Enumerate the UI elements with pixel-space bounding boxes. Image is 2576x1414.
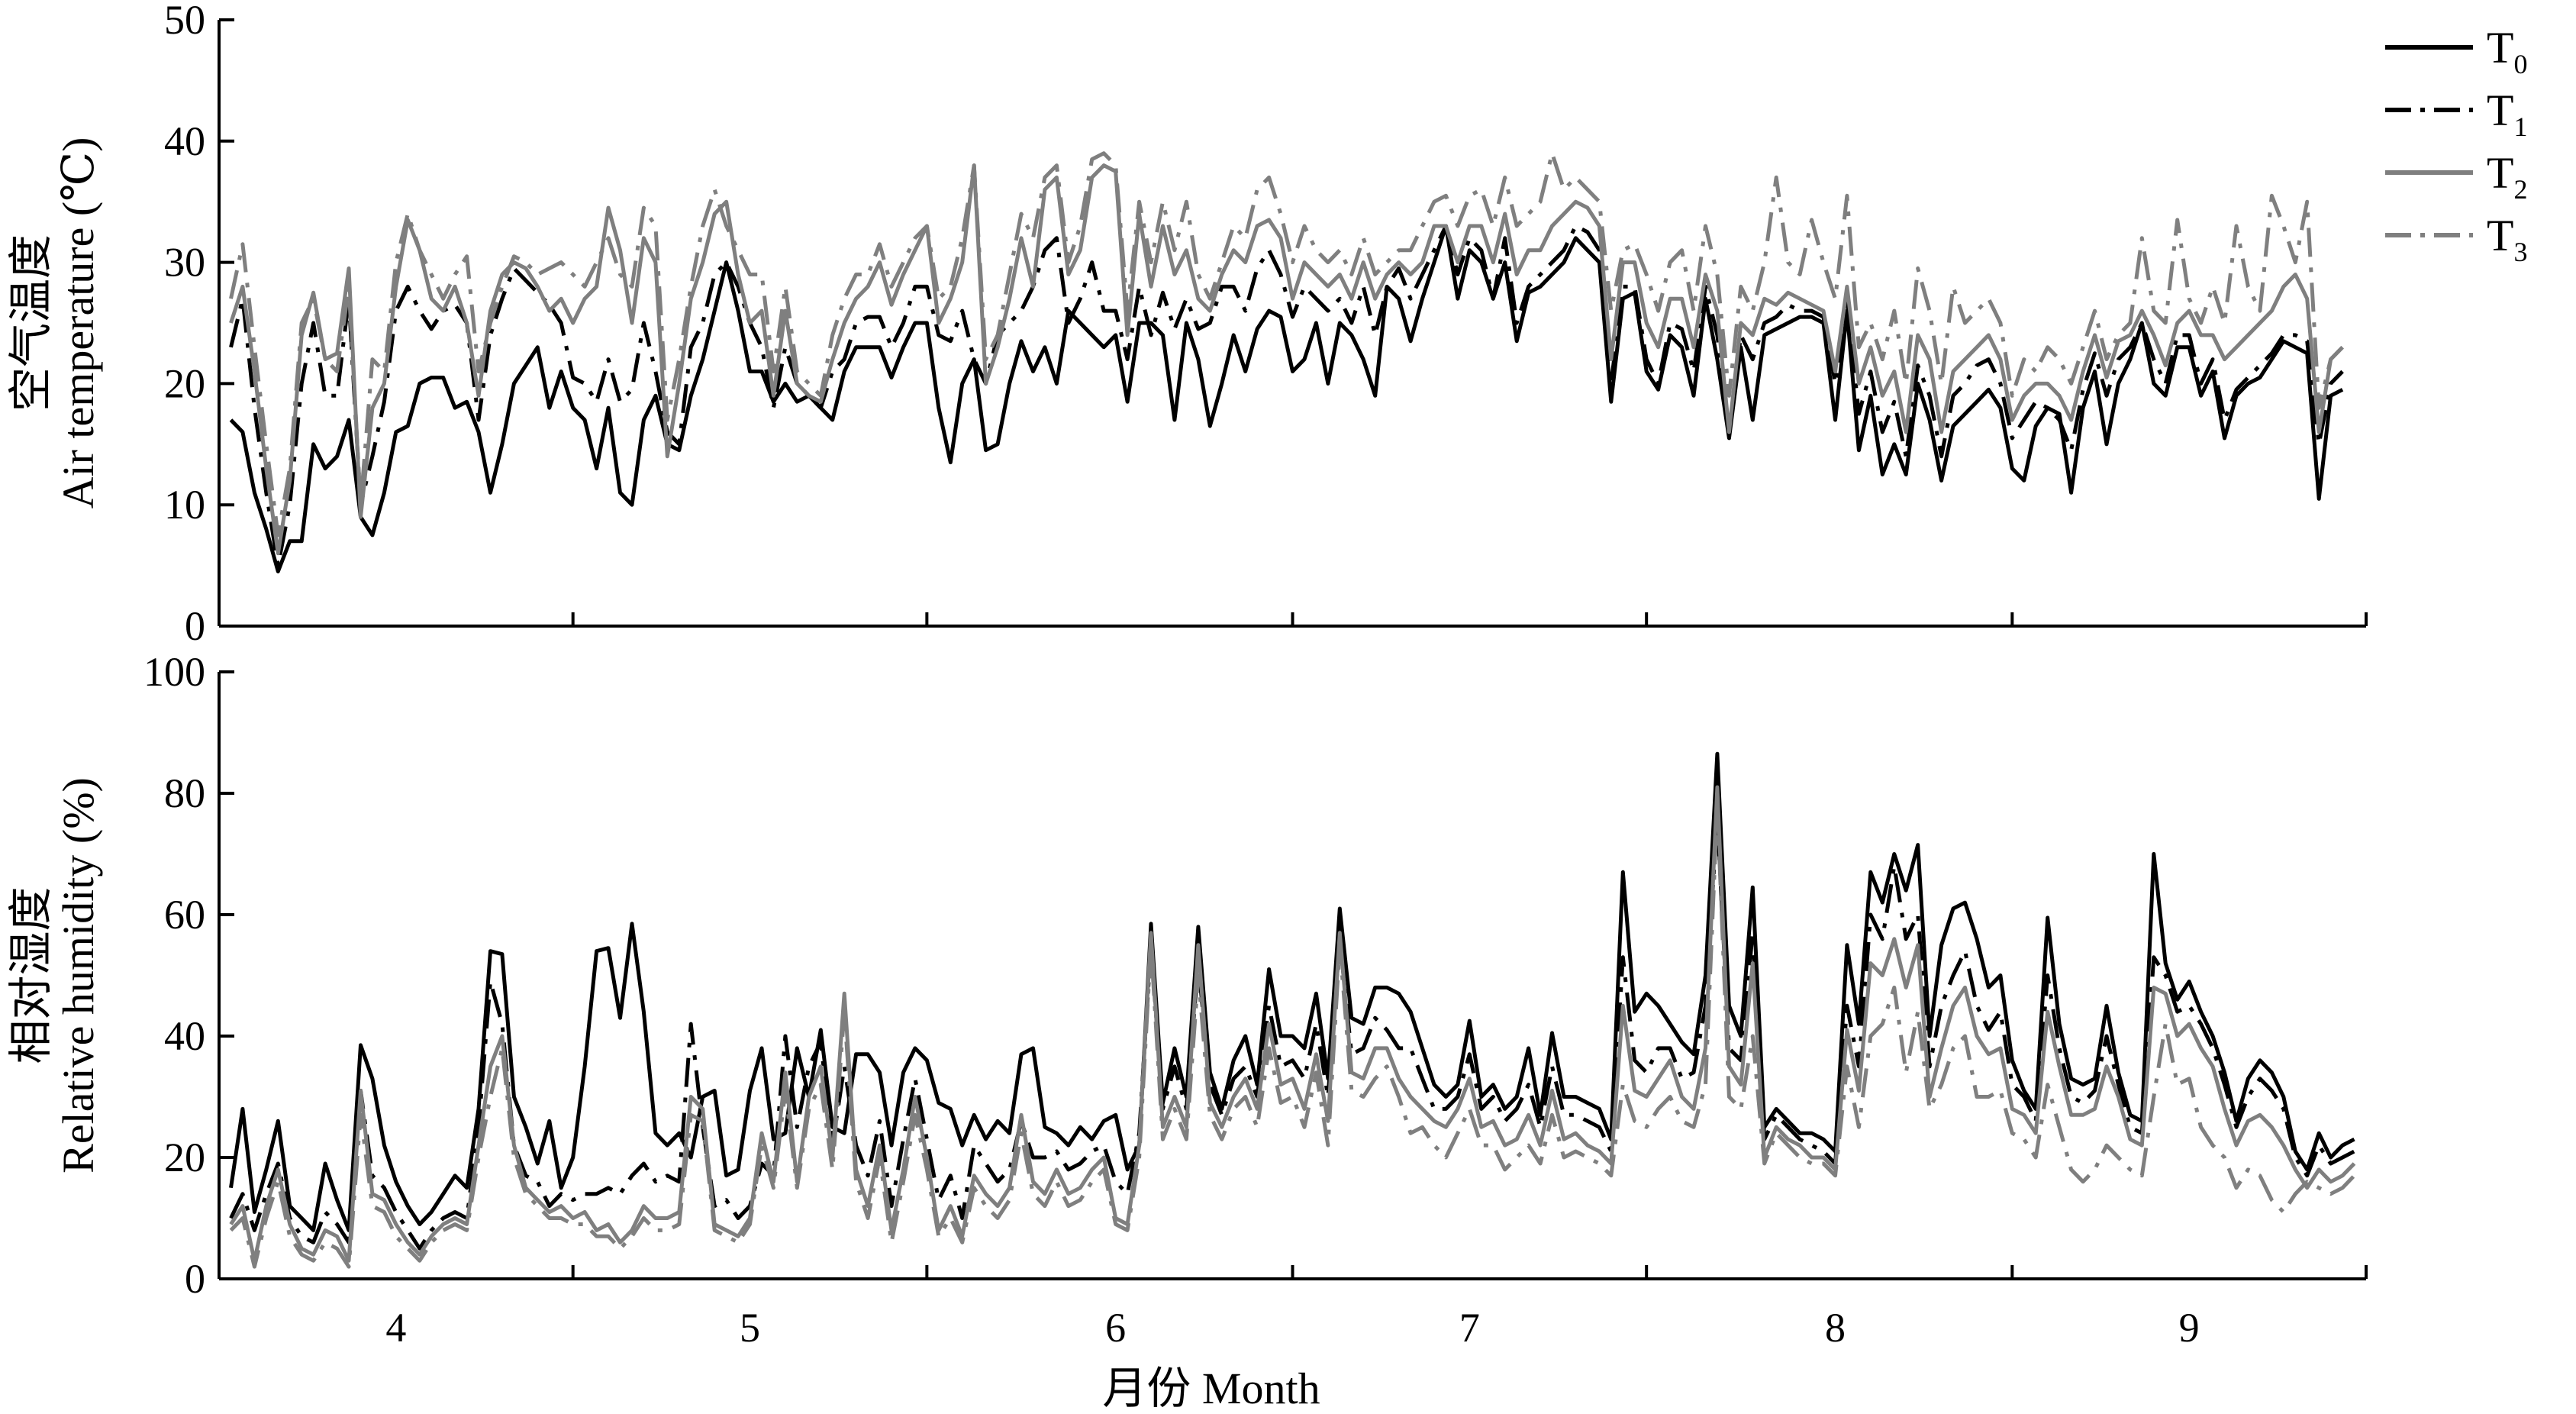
- y-tick-label: 0: [185, 1256, 205, 1302]
- series-line-rh-t2: [229, 785, 2356, 1263]
- y-tick-label: 20: [164, 1135, 205, 1180]
- y-tick-label: 20: [164, 360, 205, 406]
- y-axis-label: Relative humidity (%): [53, 777, 103, 1173]
- x-tick-label: 8: [1825, 1305, 1846, 1351]
- y-tick-label: 0: [185, 603, 205, 649]
- y-tick-label: 50: [164, 0, 205, 43]
- x-tick-label: 5: [740, 1305, 760, 1351]
- series-line-temp-t1: [229, 224, 2344, 568]
- x-tick-label: 7: [1459, 1305, 1480, 1351]
- series-line-temp-t3: [229, 151, 2344, 538]
- x-tick-label: 6: [1105, 1305, 1126, 1351]
- y-tick-label: 80: [164, 770, 205, 816]
- y-tick-label: 40: [164, 1013, 205, 1059]
- legend-label-t0: T0: [2487, 23, 2527, 79]
- y-axis-label-cn: 相对湿度: [6, 886, 56, 1064]
- legend-label-t2: T2: [2487, 148, 2527, 205]
- legend-label-t3: T3: [2487, 211, 2527, 267]
- y-tick-label: 10: [164, 482, 205, 528]
- series-line-rh-t1: [229, 815, 2355, 1251]
- y-tick-label: 30: [164, 240, 205, 286]
- x-axis-label: 月份 Month: [1102, 1364, 1320, 1413]
- y-tick-label: 60: [164, 892, 205, 938]
- y-axis-label-cn: 空气温度: [6, 234, 56, 412]
- series-line-rh-t0: [229, 751, 2355, 1232]
- x-tick-label: 9: [2179, 1305, 2200, 1351]
- legend-label-t1: T1: [2487, 86, 2527, 142]
- series-line-temp-t2: [229, 163, 2344, 556]
- x-tick-label: 4: [385, 1305, 406, 1351]
- y-axis-label: Air temperature (℃): [53, 137, 103, 509]
- legend: T0 T1 T2 T3: [2385, 23, 2527, 267]
- y-tick-label: 40: [164, 118, 205, 164]
- series-line-temp-t0: [229, 224, 2344, 573]
- y-tick-label: 100: [143, 649, 205, 695]
